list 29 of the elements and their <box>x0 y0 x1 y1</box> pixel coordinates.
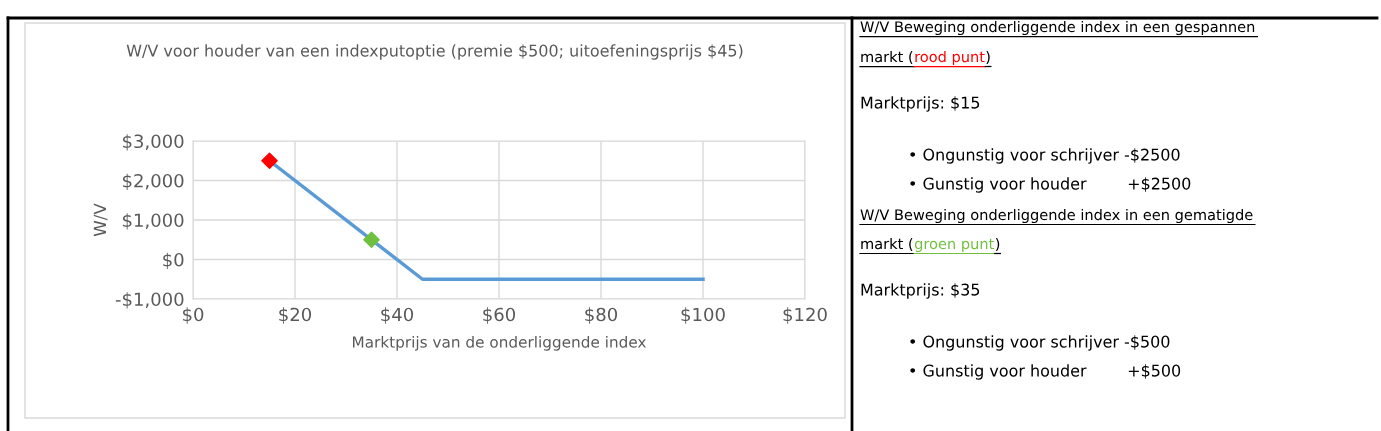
text: Marktprijs: $35 <box>861 283 980 299</box>
x-tick-label: $80 <box>585 307 618 324</box>
y-tick-label: $0 <box>163 252 184 270</box>
y-tick-label: -$1,000 <box>115 292 184 309</box>
text: W/V Beweging onderliggende index in een gematigde <box>860 208 1253 224</box>
chart-title: W/V voor houder van een indexputoptie (premie $500; uitoefeningsprijs $45) <box>126 44 743 60</box>
text: markt ( <box>861 50 913 64</box>
text: ) <box>986 50 990 64</box>
x-tick-label: $60 <box>483 307 516 324</box>
text: • Gunstig voor houder +$2500 <box>910 177 1191 193</box>
text: markt ( <box>861 237 913 251</box>
text: groen punt <box>914 238 994 253</box>
text: • Gunstig voor houder +$500 <box>910 364 1181 380</box>
y-axis-title: W/V <box>93 203 108 237</box>
x-tick-label: $20 <box>279 307 312 324</box>
text: • Ongunstig voor schrijver -$2500 <box>910 148 1180 164</box>
x-tick-label: $120 <box>783 307 827 324</box>
y-tick-label: $3,000 <box>122 134 184 151</box>
text: • Ongunstig voor schrijver -$500 <box>910 335 1170 351</box>
text: ) <box>995 237 1000 251</box>
text: W/V Beweging onderliggende index in een gespannen <box>860 20 1255 36</box>
text: Marktprijs: $15 <box>861 96 980 112</box>
y-tick-label: $1,000 <box>122 213 184 230</box>
x-tick-label: $0 <box>183 307 204 324</box>
x-tick-label: $40 <box>381 307 414 324</box>
x-axis-title: Marktprijs van de onderliggende index <box>353 335 646 351</box>
x-tick-label: $100 <box>681 307 725 324</box>
y-tick-label: $2,000 <box>122 173 184 191</box>
text: rood punt <box>915 50 985 66</box>
